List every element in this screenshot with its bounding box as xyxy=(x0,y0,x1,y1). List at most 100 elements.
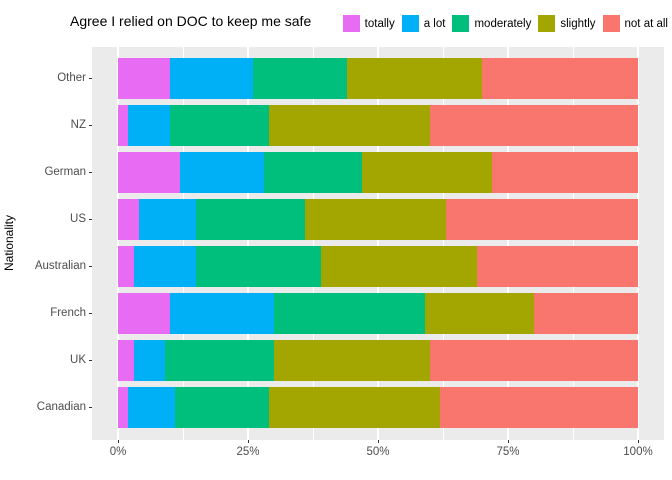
bar-segment-slightly xyxy=(346,57,482,99)
bar-segment-not-at-all xyxy=(492,151,638,193)
legend-swatch-icon xyxy=(452,15,470,32)
legend-item-slightly: slightly xyxy=(538,15,596,32)
bar-row-australian xyxy=(118,245,638,287)
bar-segment-a-lot xyxy=(170,292,274,334)
bar-segment-a-lot xyxy=(128,104,170,146)
y-tick-mark xyxy=(89,77,92,79)
bar-segment-slightly xyxy=(273,339,430,381)
y-tick-label: French xyxy=(50,307,86,319)
bar-segment-not-at-all xyxy=(481,57,638,99)
bar-segment-a-lot xyxy=(133,245,196,287)
bar-segment-moderately xyxy=(164,339,274,381)
legend-swatch-icon xyxy=(401,15,419,32)
x-tick-mark xyxy=(507,440,509,443)
bar-segment-not-at-all xyxy=(429,339,638,381)
chart-title: Agree I relied on DOC to keep me safe xyxy=(70,13,312,29)
legend-item-totally: totally xyxy=(342,15,395,32)
minor-gridline xyxy=(442,47,444,440)
x-tick-label: 25% xyxy=(236,446,260,458)
bar-segment-totally xyxy=(118,198,139,240)
legend-swatch-icon xyxy=(538,15,556,32)
bar-segment-a-lot xyxy=(128,386,176,428)
minor-gridline xyxy=(572,47,574,440)
legend-label: totally xyxy=(364,17,395,30)
bar-segment-a-lot xyxy=(180,151,264,193)
bar-segment-slightly xyxy=(305,198,446,240)
y-tick-label: German xyxy=(44,166,86,178)
bar-segment-not-at-all xyxy=(429,104,638,146)
bar-segment-a-lot xyxy=(138,198,196,240)
legend-item-a-lot: a lot xyxy=(401,15,446,32)
minor-gridline xyxy=(182,47,184,440)
y-tick-mark xyxy=(89,171,92,173)
bar-segment-not-at-all xyxy=(533,292,638,334)
x-tick-mark xyxy=(117,440,119,443)
y-tick-mark xyxy=(89,124,92,126)
x-tick-label: 50% xyxy=(366,446,390,458)
legend-label: slightly xyxy=(560,17,596,30)
y-tick-mark xyxy=(89,406,92,408)
bar-segment-moderately xyxy=(169,104,269,146)
bar-segment-slightly xyxy=(362,151,493,193)
bar-segment-slightly xyxy=(424,292,534,334)
y-tick-label: Other xyxy=(57,72,86,84)
major-gridline xyxy=(507,47,509,440)
y-tick-label: UK xyxy=(70,354,86,366)
legend-label: not at all xyxy=(624,17,668,30)
bar-row-other xyxy=(118,57,638,99)
major-gridline xyxy=(117,47,119,440)
minor-gridline xyxy=(312,47,314,440)
bar-segment-moderately xyxy=(274,292,425,334)
bar-segment-totally xyxy=(118,292,170,334)
bar-segment-totally xyxy=(118,57,170,99)
x-tick-label: 100% xyxy=(623,446,653,458)
major-gridline xyxy=(247,47,249,440)
legend-swatch-icon xyxy=(342,15,360,32)
y-tick-mark xyxy=(89,265,92,267)
bar-row-german xyxy=(118,151,638,193)
legend-swatch-icon xyxy=(602,15,620,32)
bar-segment-not-at-all xyxy=(476,245,638,287)
bar-segment-totally xyxy=(118,151,181,193)
plot-panel xyxy=(92,47,664,440)
bar-segment-totally xyxy=(118,339,134,381)
bar-row-uk xyxy=(118,339,638,381)
bar-segment-moderately xyxy=(195,245,321,287)
y-tick-mark xyxy=(89,359,92,361)
x-tick-label: 0% xyxy=(109,446,127,458)
bar-segment-not-at-all xyxy=(440,386,638,428)
bar-segment-moderately xyxy=(263,151,363,193)
bar-segment-totally xyxy=(118,245,134,287)
bar-segment-moderately xyxy=(253,57,347,99)
bar-segment-totally xyxy=(118,386,129,428)
bar-segment-not-at-all xyxy=(445,198,638,240)
bar-segment-slightly xyxy=(320,245,477,287)
y-tick-label: NZ xyxy=(70,119,86,131)
bar-segment-slightly xyxy=(268,386,441,428)
bar-row-french xyxy=(118,292,638,334)
bar-segment-slightly xyxy=(268,104,430,146)
y-tick-label: US xyxy=(70,213,86,225)
legend-label: a lot xyxy=(423,17,446,30)
legend-item-moderately: moderately xyxy=(452,15,531,32)
bar-segment-moderately xyxy=(175,386,269,428)
bar-row-us xyxy=(118,198,638,240)
y-tick-label: Canadian xyxy=(36,401,86,413)
x-tick-mark xyxy=(247,440,249,443)
major-gridline xyxy=(377,47,379,440)
bar-segment-a-lot xyxy=(133,339,165,381)
bar-segment-a-lot xyxy=(170,57,254,99)
y-tick-label: Australian xyxy=(34,260,86,272)
bar-row-canadian xyxy=(118,386,638,428)
y-tick-mark xyxy=(89,312,92,314)
legend: totally a lot moderately slightly not at all xyxy=(342,15,668,32)
bar-segment-moderately xyxy=(195,198,306,240)
y-tick-mark xyxy=(89,218,92,220)
x-tick-label: 75% xyxy=(496,446,520,458)
x-tick-mark xyxy=(637,440,639,443)
major-gridline xyxy=(637,47,639,440)
bar-row-nz xyxy=(118,104,638,146)
x-tick-mark xyxy=(377,440,379,443)
legend-label: moderately xyxy=(474,17,532,30)
